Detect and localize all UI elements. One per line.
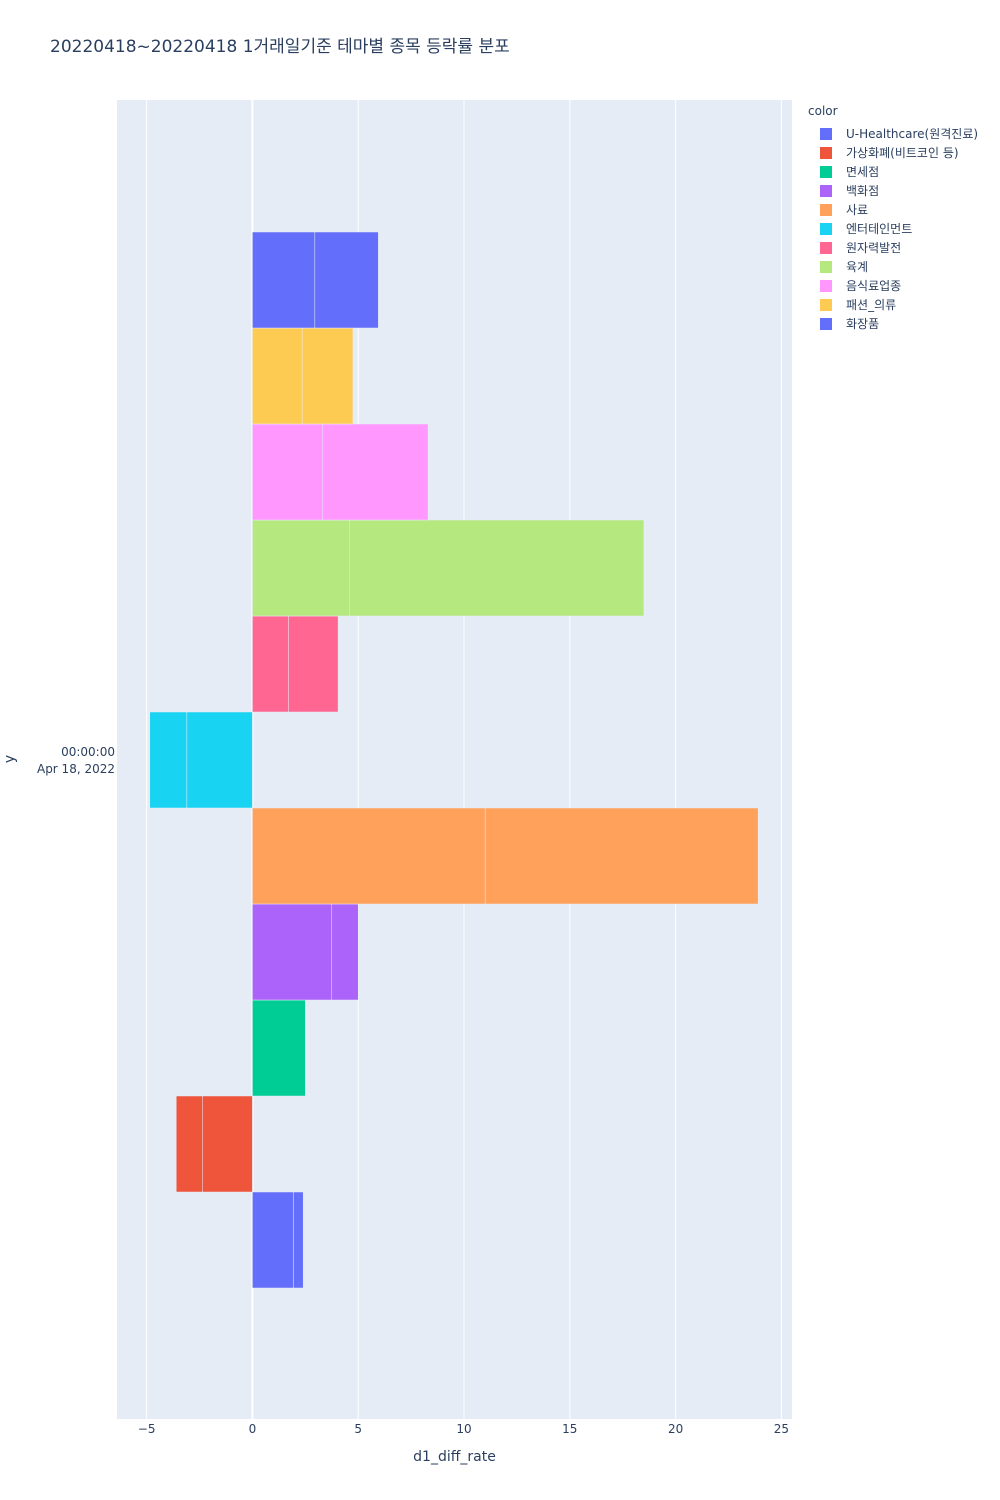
bar-segment — [252, 903, 333, 1001]
legend-swatch — [820, 298, 832, 311]
legend-label: 음식료업종 — [846, 279, 902, 293]
legend-item[interactable]: 음식료업종 — [820, 276, 978, 295]
legend-title: color — [808, 104, 838, 118]
bar-segment — [301, 327, 354, 425]
y-tick-label-date: Apr 18, 2022 — [37, 762, 115, 776]
legend-item[interactable]: 엔터테인먼트 — [820, 219, 978, 238]
legend-item[interactable]: 육계 — [820, 257, 978, 276]
legend-item[interactable]: 패션_의류 — [820, 295, 978, 314]
bar-segment — [322, 423, 429, 521]
legend-swatch — [820, 203, 832, 216]
bar-segment — [314, 231, 379, 329]
bar-segment — [484, 807, 759, 905]
x-tick-labels: −5 0 5 10 15 20 25 — [138, 1422, 789, 1436]
legend-swatch — [820, 184, 832, 197]
x-axis-title: d1_diff_rate — [413, 1449, 496, 1465]
legend-label: U-Healthcare(원격진료) — [846, 127, 979, 141]
legend-label: 면세점 — [846, 165, 880, 179]
legend-item[interactable]: 원자력발전 — [820, 238, 978, 257]
legend-label: 화장품 — [846, 317, 880, 331]
x-tick-label: −5 — [138, 1422, 156, 1436]
chart-title: 20220418~20220418 1거래일기준 테마별 종목 등락률 분포 — [50, 37, 510, 57]
x-tick-label: 25 — [774, 1422, 789, 1436]
legend-label: 사료 — [846, 203, 869, 217]
bar-segment — [252, 519, 351, 617]
legend-label: 원자력발전 — [846, 241, 902, 255]
bar-segment — [252, 1191, 294, 1289]
bar-segment — [252, 423, 323, 521]
x-tick-label: 20 — [668, 1422, 683, 1436]
x-tick-label: 15 — [562, 1422, 577, 1436]
legend-swatch — [820, 241, 832, 254]
legend-label: 가상화폐(비트코인 등) — [846, 146, 959, 160]
legend-label: 육계 — [846, 260, 869, 274]
bar-segment — [293, 1191, 304, 1289]
x-tick-label: 5 — [354, 1422, 362, 1436]
legend-item[interactable]: 백화점 — [820, 181, 978, 200]
x-tick-label: 10 — [456, 1422, 471, 1436]
legend-swatch — [820, 279, 832, 292]
legend-swatch — [820, 165, 832, 178]
bar-segment — [186, 711, 253, 809]
bar-segment — [252, 327, 303, 425]
legend-label: 엔터테인먼트 — [846, 222, 913, 236]
legend-item[interactable]: 가상화폐(비트코인 등) — [820, 143, 978, 162]
y-axis-title: y — [2, 755, 18, 763]
legend-swatch — [820, 146, 832, 159]
legend-item[interactable]: 사료 — [820, 200, 978, 219]
legend-item[interactable]: 면세점 — [820, 162, 978, 181]
bar-segment — [252, 231, 316, 329]
bar-segment — [149, 711, 188, 809]
bars — [149, 231, 759, 1289]
bar-segment — [331, 903, 359, 1001]
bar-segment — [252, 999, 306, 1097]
bar-segment — [252, 615, 289, 713]
bar-segment — [202, 1095, 253, 1193]
legend-item[interactable]: 화장품 — [820, 314, 978, 333]
y-tick-label-time: 00:00:00 — [61, 745, 115, 759]
legend-item[interactable]: U-Healthcare(원격진료) — [820, 124, 978, 143]
bar-segment — [349, 519, 645, 617]
bar-segment — [252, 807, 486, 905]
x-tick-label: 0 — [249, 1422, 257, 1436]
legend-swatch — [820, 260, 832, 273]
legend-label: 백화점 — [846, 184, 880, 198]
legend-swatch — [820, 317, 832, 330]
bar-segment — [175, 1095, 203, 1193]
legend-label: 패션_의류 — [846, 298, 897, 312]
legend-swatch — [820, 222, 832, 235]
legend-swatch — [820, 127, 832, 140]
bar-segment — [288, 615, 339, 713]
